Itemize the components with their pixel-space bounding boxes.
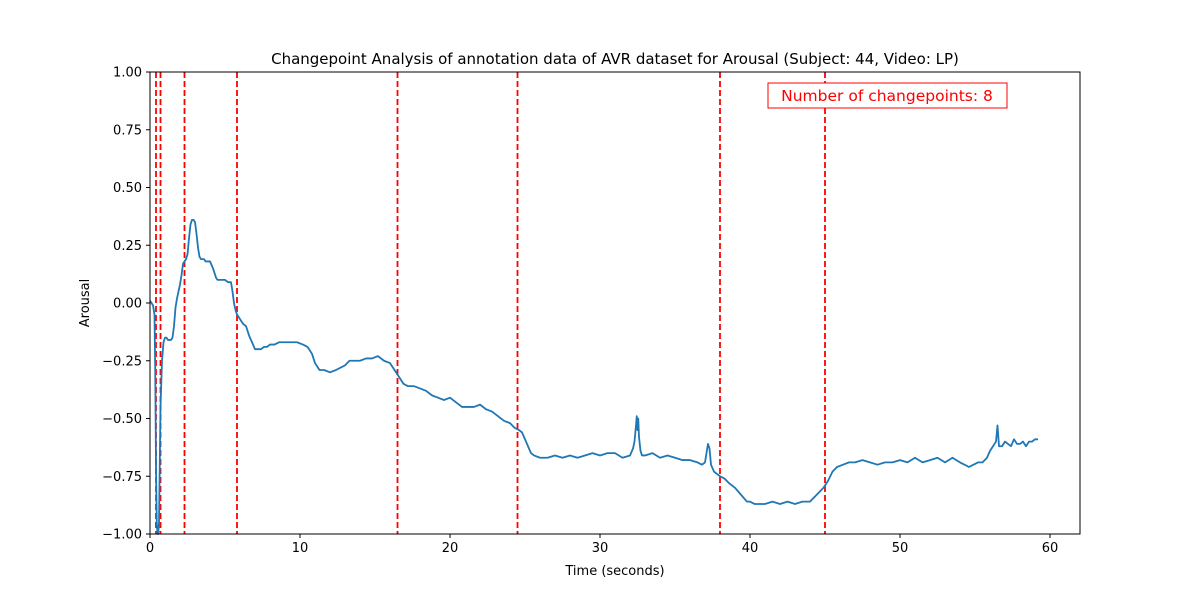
x-tick-label: 40 bbox=[742, 541, 759, 556]
changepoint-count-annotation: Number of changepoints: 8 bbox=[767, 82, 1008, 109]
series-layer bbox=[149, 218, 1038, 535]
x-axis-ticks: 0 10 20 30 40 50 60 bbox=[146, 534, 1058, 556]
x-tick-label: 60 bbox=[1042, 541, 1059, 556]
y-tick-label: −0.25 bbox=[102, 354, 142, 369]
y-axis-label: Arousal bbox=[78, 279, 93, 328]
x-tick-label: 20 bbox=[442, 541, 459, 556]
chart-title: Changepoint Analysis of annotation data … bbox=[271, 50, 959, 68]
changepoint-lines bbox=[155, 72, 826, 534]
plot-area bbox=[149, 72, 1038, 535]
y-tick-label: 0.25 bbox=[113, 239, 142, 254]
y-tick-label: −1.00 bbox=[102, 528, 142, 543]
y-tick-label: 0.50 bbox=[113, 181, 142, 196]
x-axis-label: Time (seconds) bbox=[564, 564, 664, 579]
annotation-text: Number of changepoints: 8 bbox=[781, 87, 993, 105]
y-tick-label: −0.50 bbox=[102, 412, 142, 427]
x-tick-label: 50 bbox=[892, 541, 909, 556]
x-tick-label: 10 bbox=[292, 541, 309, 556]
annotation-frame bbox=[767, 82, 1008, 109]
y-tick-label: 1.00 bbox=[113, 66, 142, 81]
y-tick-label: −0.75 bbox=[102, 470, 142, 485]
x-tick-label: 0 bbox=[146, 541, 154, 556]
y-tick-label: 0.75 bbox=[113, 123, 142, 138]
arousal-series-line bbox=[149, 218, 1038, 535]
y-tick-label: 0.00 bbox=[113, 297, 142, 312]
y-axis-ticks: −1.00 −0.75 −0.50 −0.25 0.00 0.25 0.50 0.75 1.00 bbox=[102, 66, 150, 543]
x-tick-label: 30 bbox=[592, 541, 609, 556]
